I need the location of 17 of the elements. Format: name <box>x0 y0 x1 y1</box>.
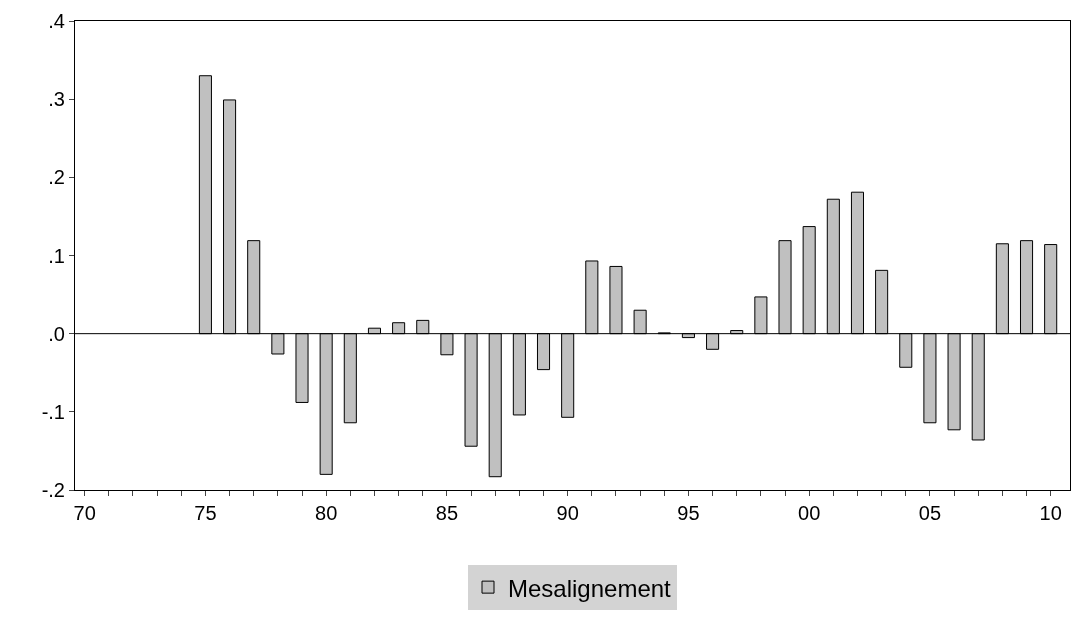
x-tick-label: 95 <box>677 502 700 524</box>
y-tick-label: .3 <box>48 88 65 111</box>
y-tick-label: .4 <box>48 10 65 32</box>
x-tick-label: 00 <box>798 502 821 524</box>
y-tick-label: -.2 <box>41 479 65 501</box>
x-tick-label: 70 <box>73 502 96 524</box>
y-tick-label: -.1 <box>41 400 65 423</box>
x-tick-label: 75 <box>194 502 217 524</box>
y-tick-label: .0 <box>48 322 65 345</box>
y-tick-label: .1 <box>48 244 65 267</box>
x-tick-label: 85 <box>435 502 459 524</box>
x-tick-label: 10 <box>1039 502 1062 524</box>
x-tick-label: 05 <box>918 502 942 524</box>
x-tick-label: 90 <box>556 502 579 524</box>
legend-label: Mesalignement <box>508 574 672 602</box>
y-tick-label: .2 <box>48 166 65 189</box>
x-tick-label: 80 <box>315 502 338 524</box>
